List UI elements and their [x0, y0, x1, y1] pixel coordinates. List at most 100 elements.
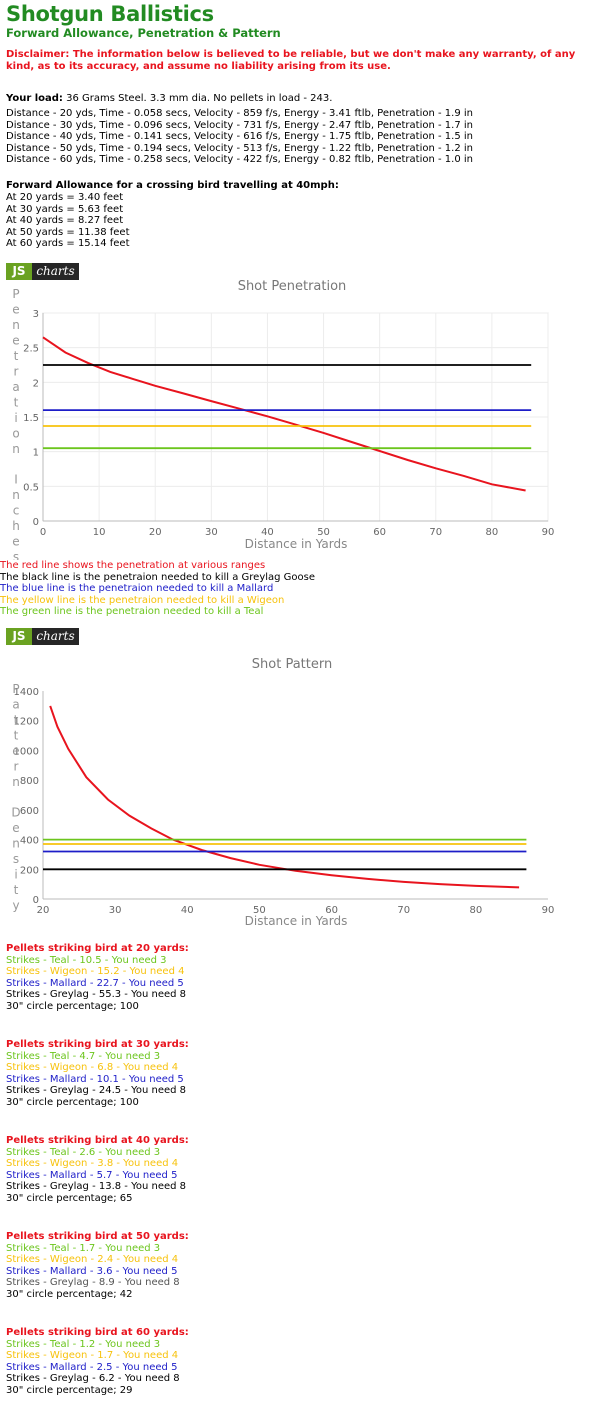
penetration-legend: The red line shows the penetration at va… [0, 560, 315, 618]
pellet-heading: Pellets striking bird at 40 yards: [6, 1135, 189, 1146]
pellet-line: Strikes - Greylag - 13.8 - You need 8 [6, 1181, 187, 1192]
pellet-heading: Pellets striking bird at 50 yards: [6, 1231, 189, 1242]
x-tick-label: 50 [253, 905, 266, 916]
forward-allowance-line: At 30 yards = 5.63 feet [6, 203, 124, 215]
pellet-line: Strikes - Teal - 10.5 - You need 3 [6, 954, 167, 966]
pellet-line: Strikes - Wigeon - 15.2 - You need 4 [6, 966, 185, 977]
y-axis-label-char: c [13, 504, 20, 518]
logo-charts: charts [32, 263, 79, 280]
y-tick-label: 1400 [14, 687, 39, 698]
pellet-heading: Pellets striking bird at 20 yards: [6, 943, 189, 954]
pellet-block: Pellets striking bird at 30 yards: Strike… [6, 1039, 189, 1108]
x-tick-label: 40 [181, 905, 194, 916]
legend-yellow: The yellow line is the penetraion needed… [0, 594, 285, 606]
series-line [42, 336, 526, 492]
y-tick-label: 2.5 [23, 344, 39, 355]
jscharts-logo[interactable]: JS charts [6, 628, 79, 645]
pellet-heading: Pellets striking bird at 60 yards: [6, 1327, 189, 1338]
pellet-line: Strikes - Greylag - 6.2 - You need 8 [6, 1373, 180, 1384]
logo-charts: charts [32, 628, 79, 645]
y-axis-label-char: t [14, 396, 19, 410]
x-tick-label: 0 [40, 527, 46, 538]
page-subtitle: Forward Allowance, Penetration & Pattern [6, 26, 281, 40]
pellet-line: Strikes - Teal - 1.2 - You need 3 [6, 1338, 161, 1350]
x-tick-label: 20 [149, 527, 162, 538]
pellet-block: Pellets striking bird at 50 yards: Strike… [6, 1231, 189, 1300]
forward-allowance-line: At 40 yards = 8.27 feet [6, 215, 124, 227]
y-axis-label-char: a [12, 380, 19, 394]
y-axis-label-char: e [12, 334, 19, 348]
distance-line: Distance - 20 yds, Time - 0.058 secs, Ve… [6, 108, 473, 119]
page-title: Shotgun Ballistics [6, 2, 214, 26]
distance-line: Distance - 40 yds, Time - 0.141 secs, Ve… [6, 131, 473, 143]
penetration-chart: Shot Penetration 0 10 20 30 40 50 60 70 80 90 0 0.5… [12, 279, 555, 560]
x-tick-label: 80 [469, 905, 482, 916]
y-axis-label-char: r [14, 760, 19, 774]
y-axis-label-char: e [12, 744, 19, 758]
logo-js: JS [6, 263, 32, 280]
y-axis-label-char: I [14, 473, 18, 487]
pellet-line: Strikes - Mallard - 5.7 - You need 5 [6, 1169, 178, 1181]
y-tick-label: 1200 [14, 717, 39, 728]
pellet-line: 30" circle percentage; 100 [6, 1000, 139, 1012]
load-summary: Your load: 36 Grams Steel. 3.3 mm dia. N… [6, 93, 332, 105]
y-axis-label-char: h [12, 519, 20, 533]
forward-allowance-list: At 20 yards = 3.40 feet At 30 yards = 5.… [6, 192, 130, 250]
forward-allowance-line: At 60 yards = 15.14 feet [6, 238, 130, 250]
load-label: Your load: [6, 93, 63, 104]
series-line [49, 705, 520, 889]
x-tick-label: 30 [205, 527, 218, 538]
x-axis-label: Distance in Yards [245, 914, 348, 928]
y-axis-label-char: D [11, 806, 20, 820]
y-axis-label-char: n [12, 775, 20, 789]
pellet-line: Strikes - Greylag - 24.5 - You need 8 [6, 1085, 187, 1096]
x-tick-label: 10 [93, 527, 106, 538]
x-axis-label: Distance in Yards [245, 537, 348, 551]
x-tick-label: 60 [325, 905, 338, 916]
y-tick-label: 800 [20, 776, 39, 787]
y-tick-label: 1000 [14, 746, 39, 757]
pellet-line: Strikes - Wigeon - 6.8 - You need 4 [6, 1062, 179, 1073]
y-axis-label-char: t [14, 729, 19, 743]
pellet-line: Strikes - Greylag - 55.3 - You need 8 [6, 989, 187, 1000]
chart-title: Shot Pattern [252, 657, 332, 672]
y-tick-label: 400 [20, 836, 39, 847]
pellet-line: 30" circle percentage; 29 [6, 1384, 133, 1396]
pattern-chart: Shot Pattern 20 30 40 50 60 70 80 90 0 200 400 600 8… [11, 657, 554, 928]
x-tick-label: 90 [542, 527, 555, 538]
y-tick-label: 1 [33, 448, 39, 459]
legend-black: The black line is the penetraion needed … [0, 571, 316, 583]
forward-allowance-heading: Forward Allowance for a crossing bird tr… [6, 180, 339, 191]
pellet-line: Strikes - Teal - 2.6 - You need 3 [6, 1146, 161, 1158]
disclaimer: Disclaimer: The information below is bel… [6, 49, 576, 72]
x-tick-label: 20 [37, 905, 50, 916]
y-axis-label-char: y [12, 899, 19, 913]
pellet-heading: Pellets striking bird at 30 yards: [6, 1039, 189, 1050]
y-axis-label-char: P [12, 287, 19, 301]
y-axis-label-char: s [13, 852, 19, 866]
legend-blue: The blue line is the penetraion needed t… [0, 583, 274, 595]
distance-line: Distance - 60 yds, Time - 0.258 secs, Ve… [6, 154, 473, 166]
y-axis-label-char: t [14, 349, 19, 363]
pellet-line: Strikes - Mallard - 22.7 - You need 5 [6, 977, 184, 989]
y-axis-label-char: s [13, 550, 19, 560]
pellet-line: 30" circle percentage; 100 [6, 1096, 139, 1108]
y-axis-label-char: n [12, 837, 20, 851]
y-tick-label: 200 [20, 865, 39, 876]
logo-js: JS [6, 628, 32, 645]
y-axis-label-char: t [14, 883, 19, 897]
legend-red: The red line shows the penetration at va… [0, 560, 266, 571]
pellet-block: Pellets striking bird at 60 yards: Strike… [6, 1327, 189, 1396]
y-axis-label-char: i [14, 868, 17, 882]
x-tick-label: 80 [486, 527, 499, 538]
jscharts-logo[interactable]: JS charts [6, 263, 79, 280]
y-tick-label: 2 [33, 378, 39, 389]
pellet-line: Strikes - Wigeon - 1.7 - You need 4 [6, 1350, 179, 1361]
y-axis-label-char: e [12, 303, 19, 317]
y-axis-label-char: a [12, 698, 19, 712]
x-tick-label: 30 [109, 905, 122, 916]
y-axis-label-char: n [12, 488, 20, 502]
distance-line: Distance - 50 yds, Time - 0.194 secs, Ve… [6, 142, 473, 154]
y-axis-label-char: i [14, 411, 17, 425]
